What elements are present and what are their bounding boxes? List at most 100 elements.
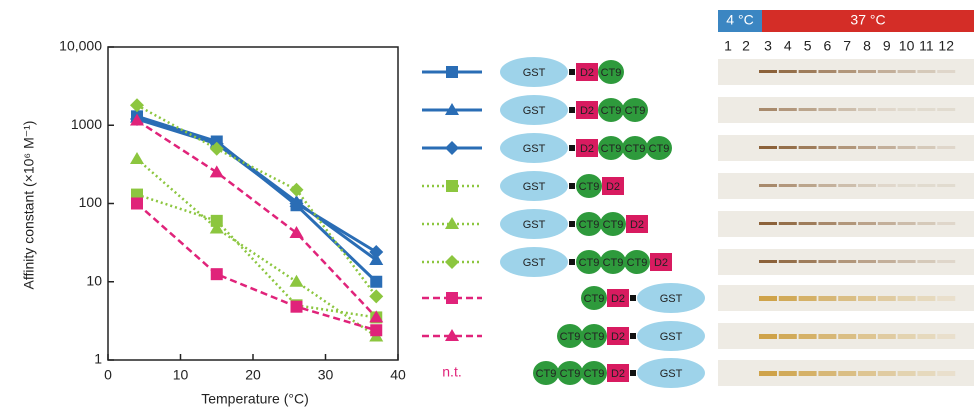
gel-band <box>937 70 955 73</box>
gel-band <box>858 146 876 149</box>
x-tick-label: 0 <box>104 367 112 383</box>
gel-band <box>898 70 916 73</box>
gel-band <box>759 146 777 149</box>
gel-band <box>898 222 916 225</box>
gel-band <box>878 146 896 149</box>
gel-band <box>838 260 856 263</box>
y-axis-label: Affinity constant (×10⁶ M⁻¹) <box>21 121 37 290</box>
legend-marker <box>446 180 458 192</box>
gel-band <box>878 108 896 111</box>
linker <box>569 183 575 189</box>
marker <box>370 276 382 288</box>
gel-band <box>818 296 836 301</box>
gel-band <box>917 371 935 376</box>
marker <box>130 98 144 112</box>
gel-band <box>937 108 955 111</box>
legend-marker <box>445 255 459 269</box>
domain-label: D2 <box>654 257 668 269</box>
domain-label: GST <box>523 257 546 269</box>
series-line <box>137 116 376 281</box>
marker <box>130 152 144 164</box>
lane-label: 5 <box>804 38 812 54</box>
domain-label: CT9 <box>625 105 646 117</box>
lane-label: 4 <box>784 38 792 54</box>
gel-band <box>937 296 955 301</box>
domain-label: CT9 <box>601 105 622 117</box>
lane-label: 1 <box>724 38 732 54</box>
gel-band <box>937 222 955 225</box>
gel-band <box>779 146 797 149</box>
domain-label: GST <box>523 105 546 117</box>
domain-label: CT9 <box>579 181 600 193</box>
lane-label: 11 <box>919 38 934 54</box>
lane-label: 9 <box>883 38 891 54</box>
series-line <box>137 121 376 318</box>
gel-band <box>799 334 817 339</box>
y-tick-label: 1000 <box>71 116 102 132</box>
domain-label: GST <box>660 368 683 380</box>
gel-band <box>779 184 797 187</box>
gel-band <box>858 222 876 225</box>
domain-label: D2 <box>630 219 644 231</box>
gel-band <box>759 108 777 111</box>
gel-band <box>898 108 916 111</box>
gel-band <box>838 70 856 73</box>
gel-band <box>779 260 797 263</box>
lane-label: 12 <box>938 38 954 54</box>
gel-band <box>917 296 935 301</box>
linker <box>630 295 636 301</box>
gel-band <box>937 334 955 339</box>
series-line <box>137 195 376 318</box>
gel-band <box>858 371 876 376</box>
linker <box>569 69 575 75</box>
gel-band <box>799 146 817 149</box>
gel-band <box>759 371 777 376</box>
domain-label: CT9 <box>536 368 557 380</box>
gel-band <box>838 146 856 149</box>
gel-band <box>917 184 935 187</box>
domain-label: D2 <box>611 331 625 343</box>
lane-label: 7 <box>843 38 851 54</box>
gel-band <box>878 184 896 187</box>
gel-band <box>937 371 955 376</box>
gel-band <box>759 70 777 73</box>
gel-band <box>917 222 935 225</box>
legend-marker <box>445 141 459 155</box>
lane-label: 3 <box>764 38 772 54</box>
domain-label: CT9 <box>584 293 605 305</box>
y-tick-label: 1 <box>94 351 102 367</box>
series-line <box>137 105 376 296</box>
gel-band <box>799 296 817 301</box>
marker <box>290 275 304 287</box>
cold-label: 4 °C <box>726 12 753 28</box>
domain-label: CT9 <box>560 331 581 343</box>
gel-band <box>818 146 836 149</box>
gel-band <box>799 108 817 111</box>
gel-band <box>838 184 856 187</box>
marker <box>370 324 382 336</box>
legend-marker <box>446 292 458 304</box>
domain-label: GST <box>660 331 683 343</box>
warm-label: 37 °C <box>850 12 885 28</box>
gel-band <box>818 222 836 225</box>
domain-label: D2 <box>580 143 594 155</box>
domain-label: CT9 <box>627 257 648 269</box>
domain-label: D2 <box>611 293 625 305</box>
gel-band <box>878 334 896 339</box>
gel-band <box>818 334 836 339</box>
gel-band <box>878 371 896 376</box>
gel-band <box>878 296 896 301</box>
plot-frame <box>108 47 398 360</box>
gel-band <box>759 222 777 225</box>
gel-band <box>917 108 935 111</box>
linker <box>569 221 575 227</box>
gel-band <box>858 334 876 339</box>
linker <box>630 333 636 339</box>
gel-band <box>818 108 836 111</box>
domain-label: CT9 <box>584 331 605 343</box>
y-tick-label: 10 <box>86 272 102 288</box>
gel-band <box>937 146 955 149</box>
gel-band <box>917 334 935 339</box>
marker <box>290 183 304 197</box>
gel-band <box>838 222 856 225</box>
